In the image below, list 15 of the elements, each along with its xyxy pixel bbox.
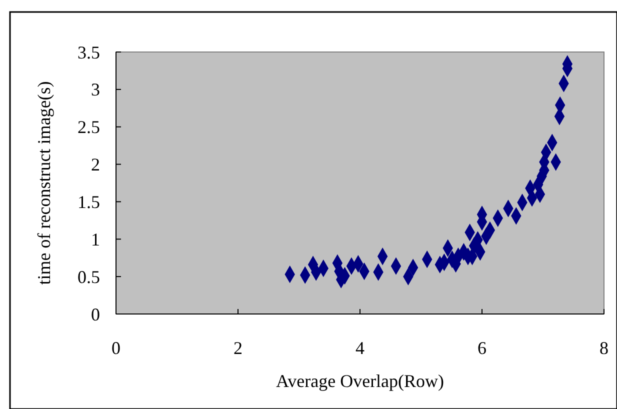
y-tick-label: 2 xyxy=(91,154,100,175)
x-tick-label: 2 xyxy=(234,338,242,358)
y-axis-title: time of reconstruct image(s) xyxy=(34,81,54,285)
x-tick-label: 0 xyxy=(112,338,120,358)
y-tick-label: 3.5 xyxy=(78,42,100,62)
y-tick-label: 0 xyxy=(91,304,100,324)
y-tick-label: 3 xyxy=(91,80,100,100)
y-tick-label: 1 xyxy=(91,229,100,250)
y-tick-label: 2.5 xyxy=(78,117,100,138)
x-tick-label: 4 xyxy=(356,338,364,358)
y-tick-label: 0.5 xyxy=(78,266,100,287)
y-tick-label: 1.5 xyxy=(78,192,100,212)
x-axis-title: Average Overlap(Row) xyxy=(276,371,444,391)
x-tick-label: 8 xyxy=(600,338,608,358)
x-tick-label: 6 xyxy=(478,338,486,358)
